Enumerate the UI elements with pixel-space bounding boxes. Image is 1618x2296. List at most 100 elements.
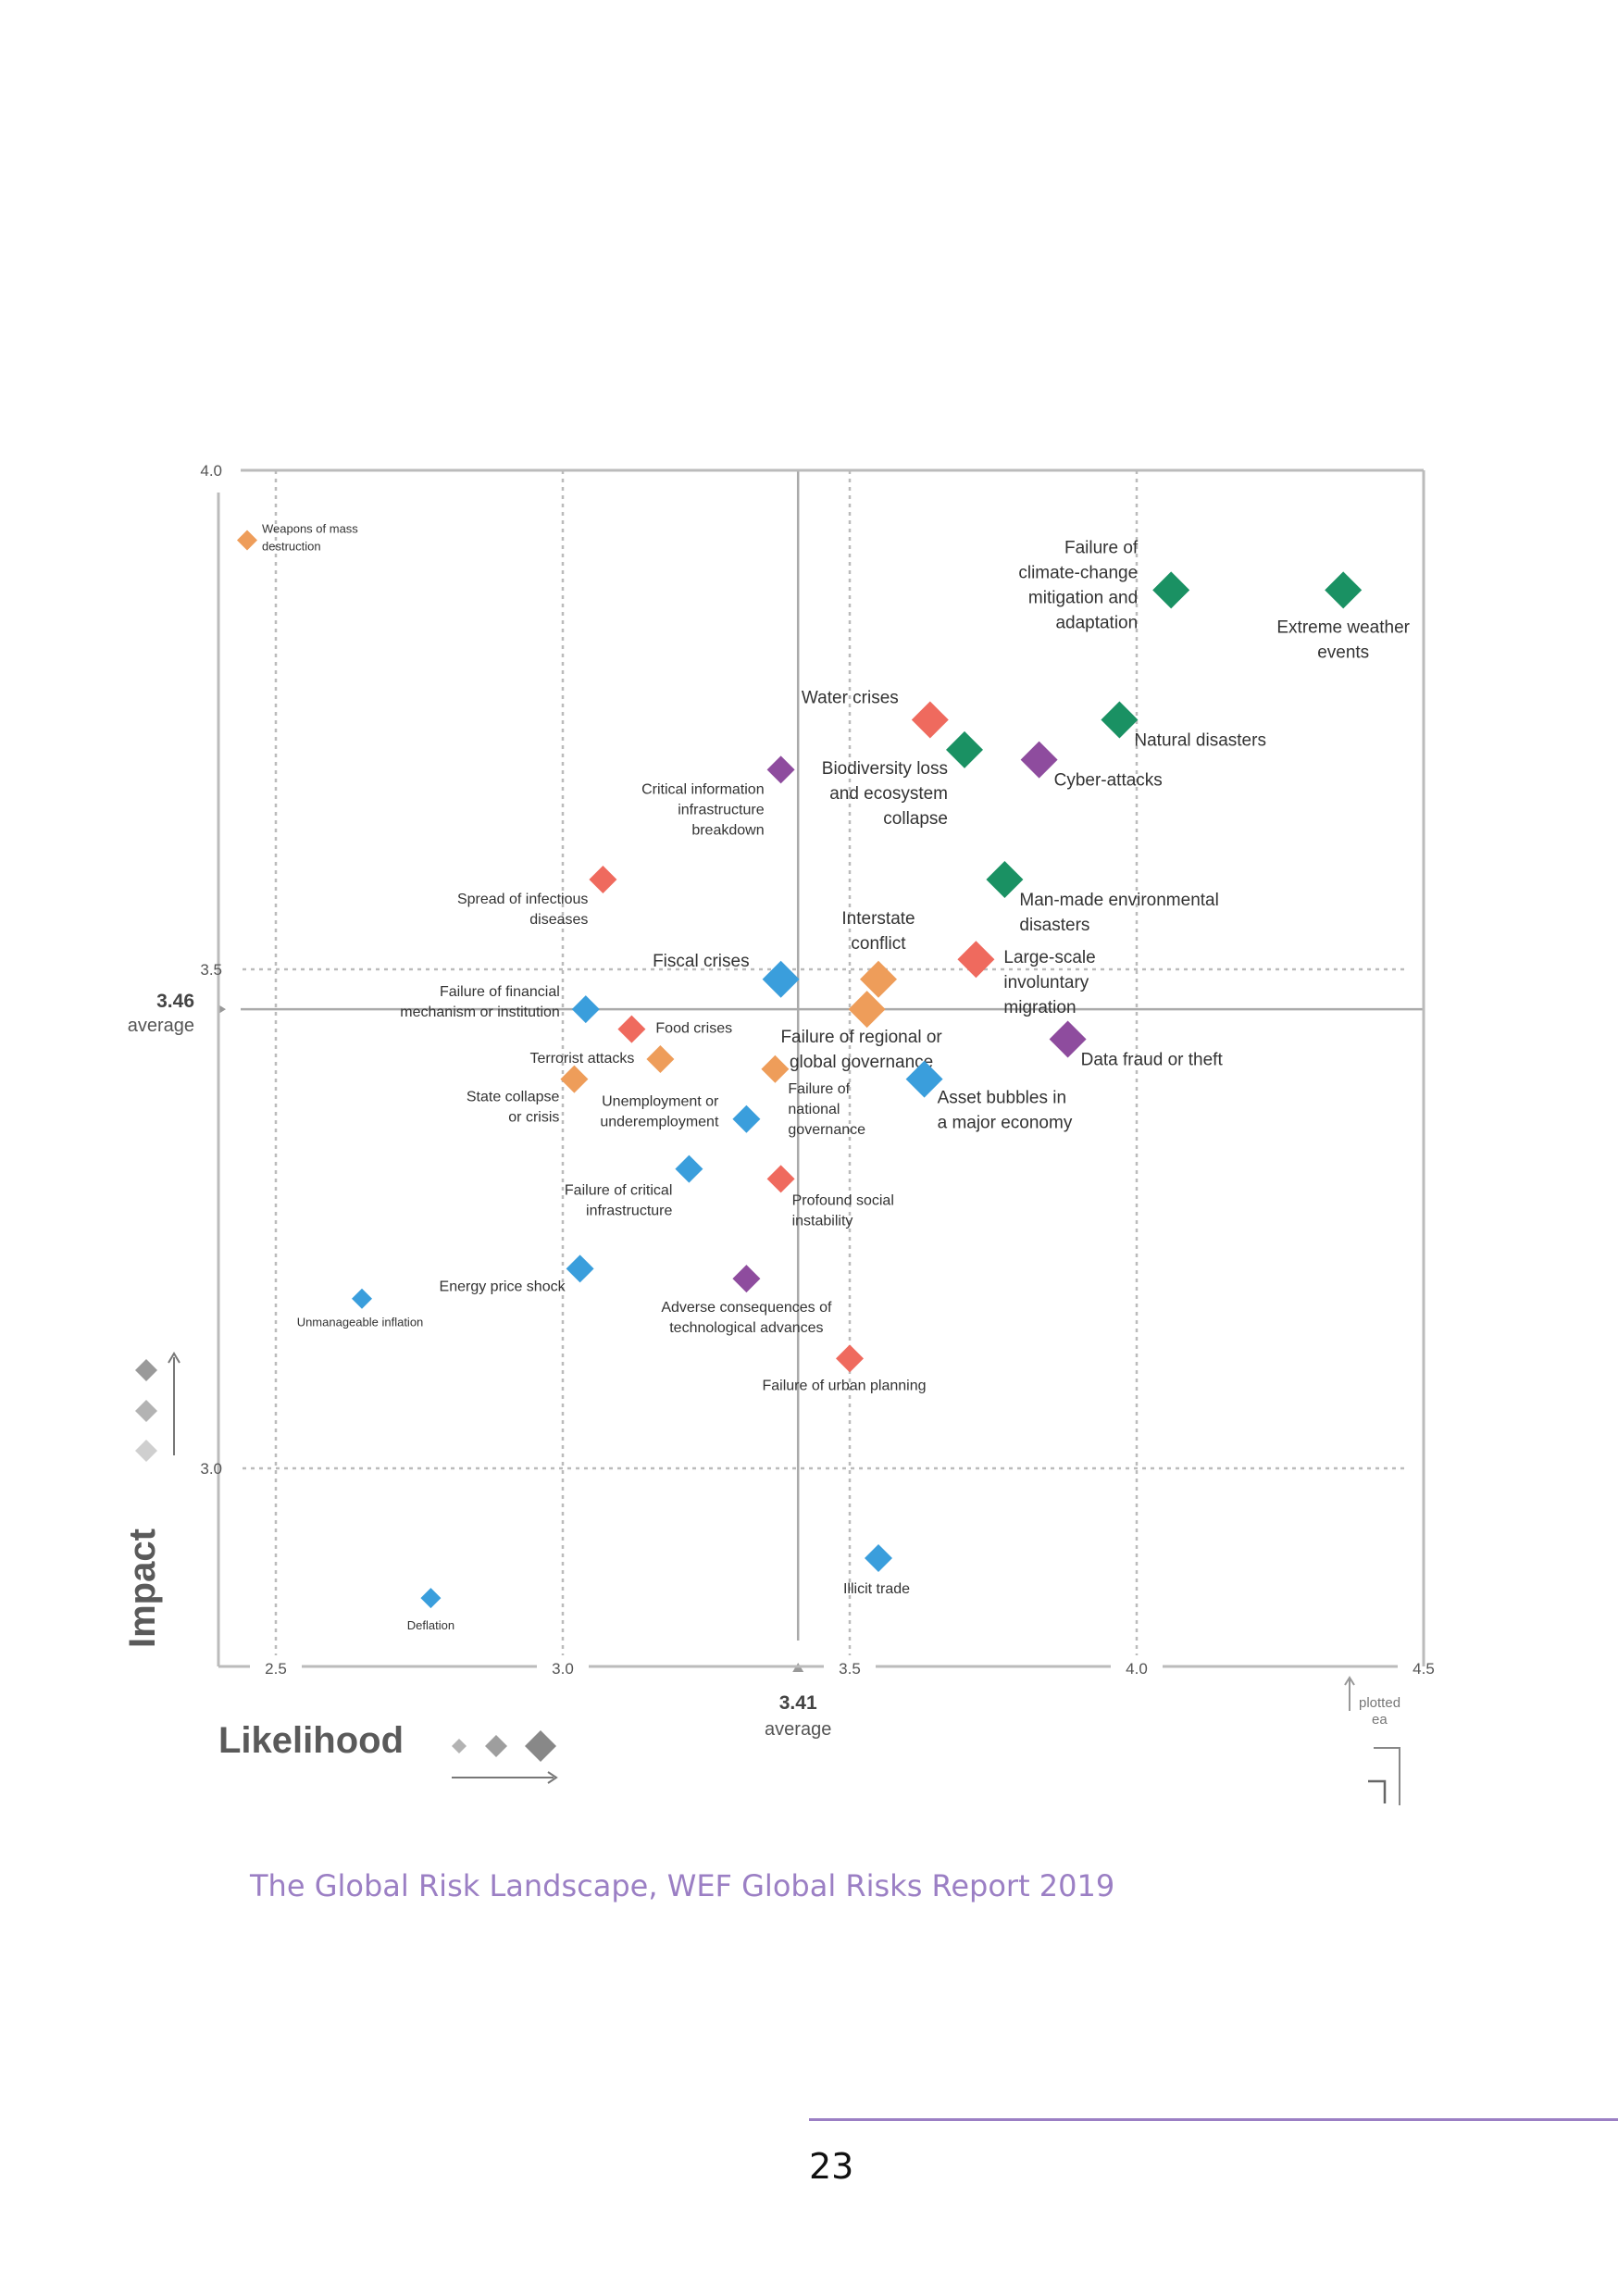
- point-label: involuntary: [1003, 973, 1089, 992]
- point-marker: [1049, 1020, 1087, 1058]
- impact-size-diamond: [135, 1400, 157, 1422]
- x-tick-label: 2.5: [265, 1660, 287, 1678]
- likelihood-arrowhead: [547, 1771, 558, 1784]
- y-average-value: 3.46: [156, 991, 194, 1012]
- point-label: State collapse: [467, 1090, 560, 1105]
- likelihood-size-diamond: [525, 1730, 556, 1762]
- x-tick-label: 4.0: [1126, 1660, 1148, 1678]
- point-label: national: [788, 1102, 840, 1117]
- y-axis-title: Impact: [122, 1529, 163, 1648]
- point-natural-disasters: Natural disasters: [1101, 701, 1266, 751]
- point-failure-of-urban-planning: Failure of urban planning: [762, 1344, 927, 1393]
- point-label: Failure of: [788, 1081, 850, 1097]
- impact-arrowhead: [168, 1352, 180, 1364]
- impact-size-diamond: [135, 1440, 157, 1462]
- point-label: infrastructure: [678, 802, 764, 817]
- point-marker: [352, 1288, 372, 1309]
- y-average-label: average: [128, 1016, 194, 1036]
- point-label: Spread of infectious: [457, 892, 588, 907]
- point-illicit-trade: Illicit trade: [843, 1544, 910, 1597]
- point-failure-of-climate-change-mitigation-and-adaptation: Failure of climate-change mitigation and ad…: [1018, 538, 1190, 632]
- point-label: Interstate: [841, 909, 915, 929]
- point-cyber-attacks: Cyber-attacks: [1020, 741, 1163, 791]
- plotted-note: ea: [1372, 1712, 1388, 1728]
- point-marker: [761, 1054, 790, 1083]
- point-marker: [589, 865, 617, 893]
- point-label: a major economy: [938, 1114, 1073, 1133]
- point-marker: [571, 995, 600, 1024]
- point-label: Unmanageable inflation: [297, 1316, 424, 1329]
- point-marker: [1101, 701, 1139, 739]
- point-deflation: Deflation: [407, 1588, 454, 1632]
- x-average-label: average: [765, 1719, 831, 1740]
- points-layer: Weapons of mass destruction Failure of clim…: [237, 521, 1411, 1632]
- point-label: Failure of urban planning: [762, 1378, 926, 1393]
- point-marker: [860, 960, 897, 998]
- y-tick-label: 3.0: [200, 1460, 222, 1478]
- point-marker: [848, 991, 886, 1029]
- point-marker: [1020, 741, 1058, 779]
- point-marker: [766, 755, 795, 784]
- point-label: diseases: [529, 912, 588, 928]
- point-marker: [865, 1544, 892, 1573]
- point-label: Unemployment or: [602, 1094, 719, 1110]
- x-axis-title: Likelihood: [218, 1720, 404, 1761]
- y-tick-label: 3.5: [200, 961, 222, 979]
- point-marker: [1325, 571, 1363, 609]
- point-label: Man-made environmental: [1019, 891, 1218, 910]
- point-extreme-weather-events: Extreme weather events: [1276, 571, 1411, 662]
- point-label: Fiscal crises: [653, 952, 750, 971]
- point-label: adaptation: [1055, 613, 1138, 632]
- note-bracket: [1374, 1747, 1400, 1805]
- point-unmanageable-inflation: Unmanageable inflation: [297, 1288, 424, 1329]
- point-marker: [560, 1065, 589, 1093]
- point-terrorist-attacks: Terrorist attacks: [529, 1045, 675, 1074]
- point-label: climate-change: [1018, 563, 1138, 582]
- point-label: Energy price shock: [440, 1279, 566, 1294]
- likelihood-size-diamond: [485, 1735, 507, 1757]
- axis-layer: 2.5 3.0 3.5 4.0 4.5 3.0 3.5 4.0 3.41 average 3.46 a…: [128, 462, 1435, 1740]
- point-label: Deflation: [407, 1618, 454, 1632]
- point-label: destruction: [262, 539, 321, 553]
- point-weapons-of-mass-destruction: Weapons of mass destruction: [237, 521, 358, 553]
- point-label: mechanism or institution: [400, 1004, 560, 1020]
- point-marker: [986, 860, 1024, 898]
- point-marker: [762, 960, 800, 998]
- point-label: infrastructure: [586, 1204, 672, 1219]
- point-food-crises: Food crises: [617, 1015, 732, 1043]
- point-label: disasters: [1019, 916, 1089, 935]
- point-label: Food crises: [655, 1021, 732, 1037]
- point-label: Extreme weather: [1276, 618, 1410, 637]
- point-marker: [836, 1344, 864, 1373]
- point-failure-of-financial-mechanism-or-institution: Failure of financial mechanism or institu…: [400, 984, 600, 1024]
- point-adverse-consequences-of-technological-advances: Adverse consequences of technological adv…: [661, 1265, 832, 1336]
- point-marker: [237, 530, 257, 551]
- point-marker: [766, 1165, 795, 1193]
- plotted-note: plotted: [1359, 1695, 1400, 1711]
- footer-rule: [809, 2118, 1618, 2121]
- point-energy-price-shock: Energy price shock: [440, 1254, 594, 1294]
- point-data-fraud-or-theft: Data fraud or theft: [1049, 1020, 1224, 1069]
- point-label: underemployment: [600, 1115, 719, 1130]
- point-marker: [420, 1588, 442, 1609]
- point-failure-of-national-governance: Failure of national governance: [761, 1054, 865, 1138]
- likelihood-size-diamond: [452, 1739, 467, 1753]
- point-label: Asset bubbles in: [938, 1089, 1066, 1108]
- point-profound-social-instability: Profound social instability: [766, 1165, 894, 1229]
- point-label: Failure of critical: [565, 1183, 672, 1199]
- point-label: breakdown: [691, 822, 764, 838]
- point-label: Data fraud or theft: [1081, 1050, 1224, 1069]
- point-label: Water crises: [802, 689, 899, 708]
- point-label: global governance: [790, 1053, 933, 1072]
- point-fiscal-crises: Fiscal crises: [653, 952, 800, 998]
- point-label: Biodiversity loss: [822, 759, 948, 779]
- point-asset-bubbles-in-a-major-economy: Asset bubbles in a major economy: [905, 1060, 1073, 1133]
- impact-size-diamond: [135, 1359, 157, 1381]
- point-man-made-environmental-disasters: Man-made environmental disasters: [986, 860, 1219, 935]
- point-label: migration: [1003, 998, 1076, 1017]
- x-tick-label: 3.5: [839, 1660, 861, 1678]
- point-marker: [732, 1104, 761, 1133]
- point-marker: [911, 701, 949, 739]
